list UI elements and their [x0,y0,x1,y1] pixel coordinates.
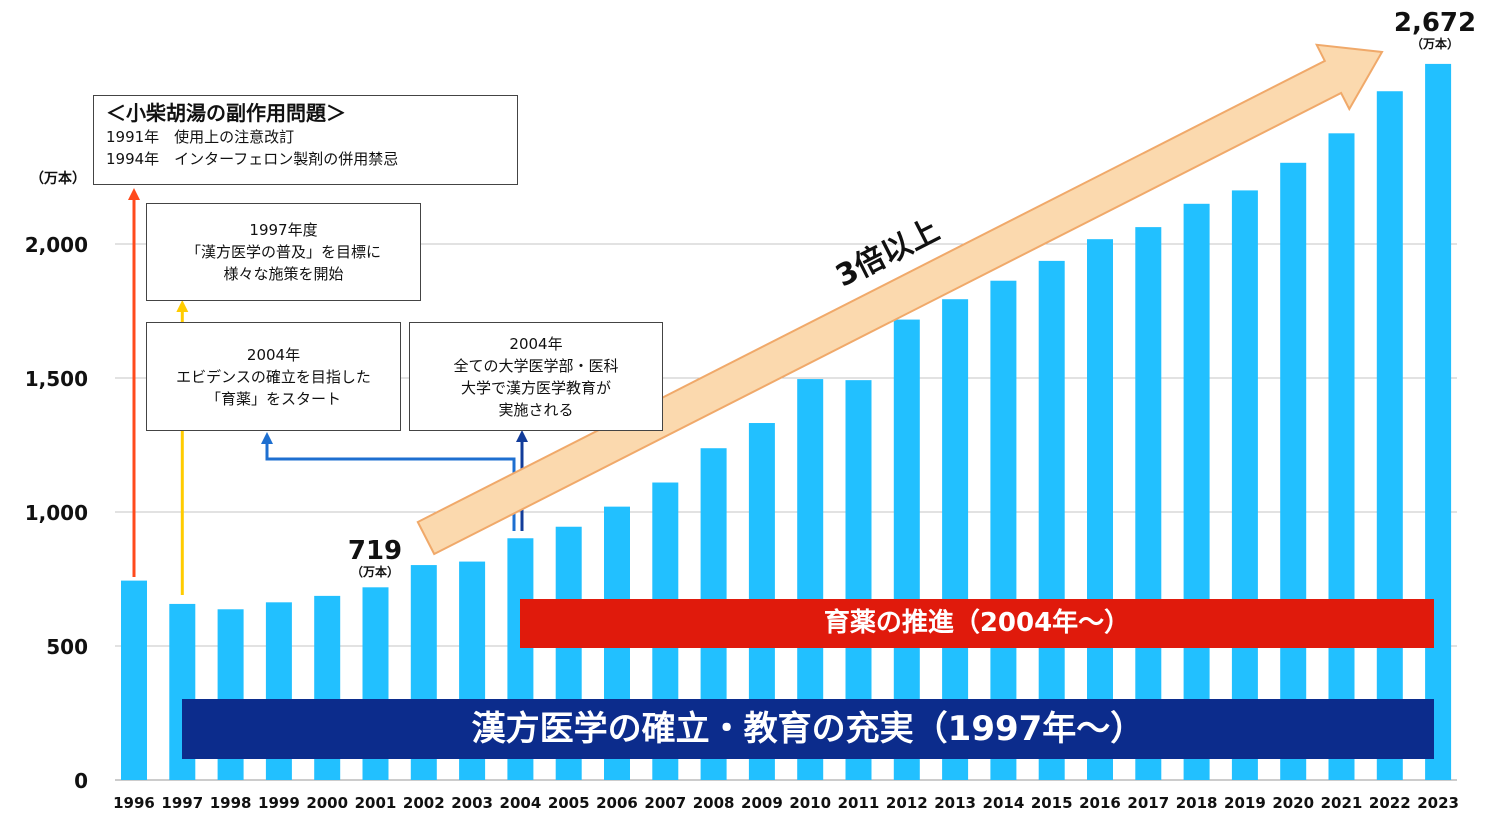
x-tick-label: 2009 [741,794,783,812]
x-tick-label: 2006 [596,794,638,812]
bar [1135,227,1162,781]
box-1997-line1: 1997年度 [249,221,318,239]
y-tick-label: 1,000 [25,501,88,525]
x-tick-label: 1996 [113,794,155,812]
x-axis-labels: 1996 1997 1998 1999 2000 2001 2002 2003 2004 2005… [113,794,1459,812]
value-label-2023: 2,672 （万本） [1385,10,1485,50]
x-tick-label: 2020 [1272,794,1314,812]
bar [121,580,147,780]
banner-ikuyaku: 育薬の推進（2004年〜） [520,599,1434,648]
side-effect-line1: 1991年 使用上の注意改訂 [106,128,295,146]
y-tick-label: 500 [46,635,88,659]
x-tick-label: 2012 [886,794,928,812]
x-tick-label: 2003 [451,794,493,812]
x-tick-label: 1998 [210,794,252,812]
bar [1328,133,1355,781]
y-tick-label: 0 [74,769,88,793]
y-axis-labels: 0 500 1,000 1,500 2,000 [25,233,88,793]
y-tick-label: 2,000 [25,233,88,257]
box-education-line2: 全ての大学医学部・医科 [453,356,619,375]
bar [1376,91,1403,781]
bar [1087,239,1113,780]
x-tick-label: 2007 [644,794,686,812]
bar [1231,190,1258,780]
banner-education: 漢方医学の確立・教育の充実（1997年〜） [182,699,1434,759]
bar [1425,63,1452,781]
x-tick-label: 1997 [161,794,203,812]
x-tick-label: 2008 [693,794,735,812]
y-tick-label: 1,500 [25,367,88,391]
box-education-line4: 実施される [498,400,574,419]
x-tick-label: 2019 [1224,794,1266,812]
side-effect-box: ＜小柴胡湯の副作用問題＞ 1991年 使用上の注意改訂 1994年 インターフェ… [93,95,518,185]
x-tick-label: 1999 [258,794,300,812]
x-tick-label: 2000 [306,794,348,812]
value-2023-unit: （万本） [1410,37,1459,51]
x-tick-label: 2010 [789,794,831,812]
box-education: 2004年 全ての大学医学部・医科 大学で漢方医学教育が 実施される [409,322,663,431]
side-effect-title: ＜小柴胡湯の副作用問題＞ [106,101,346,125]
x-tick-label: 2017 [1127,794,1169,812]
x-tick-label: 2015 [1031,794,1073,812]
bar [990,280,1017,780]
x-tick-label: 2018 [1176,794,1218,812]
side-effect-line2: 1994年 インターフェロン製剤の併用禁忌 [106,150,399,168]
x-tick-label: 2022 [1369,794,1411,812]
x-tick-label: 2021 [1321,794,1363,812]
box-ikuyaku-line2: エビデンスの確立を目指した [176,367,371,386]
x-tick-label: 2014 [983,794,1025,812]
x-tick-label: 2011 [838,794,880,812]
bar [1038,260,1065,780]
x-tick-label: 2001 [355,794,397,812]
box-ikuyaku-line1: 2004年 [246,345,301,364]
box-education-line3: 大学で漢方医学教育が [460,378,611,397]
x-tick-label: 2004 [500,794,542,812]
value-2001-unit: （万本） [350,565,399,579]
box-1997-line3: 様々な施策を開始 [223,265,344,283]
box-education-line1: 2004年 [509,334,563,353]
box-1997: 1997年度 「漢方医学の普及」を目標に 様々な施策を開始 [146,203,421,301]
x-tick-label: 2023 [1417,794,1459,812]
box-ikuyaku: 2004年 エビデンスの確立を目指した 「育薬」をスタート [146,322,401,431]
bar [1183,203,1210,781]
box-1997-line2: 「漢方医学の普及」を目標に [185,243,381,261]
value-2001: 719 [347,536,403,566]
value-2023: 2,672 [1393,8,1477,38]
y-axis-unit: （万本） [30,171,86,187]
box-ikuyaku-line3: 「育薬」をスタート [205,389,341,408]
x-tick-label: 2016 [1079,794,1121,812]
x-tick-label: 2005 [548,794,590,812]
value-label-2001: 719 （万本） [335,538,415,578]
x-tick-label: 2013 [934,794,976,812]
bar [1280,162,1307,780]
x-tick-label: 2002 [403,794,445,812]
